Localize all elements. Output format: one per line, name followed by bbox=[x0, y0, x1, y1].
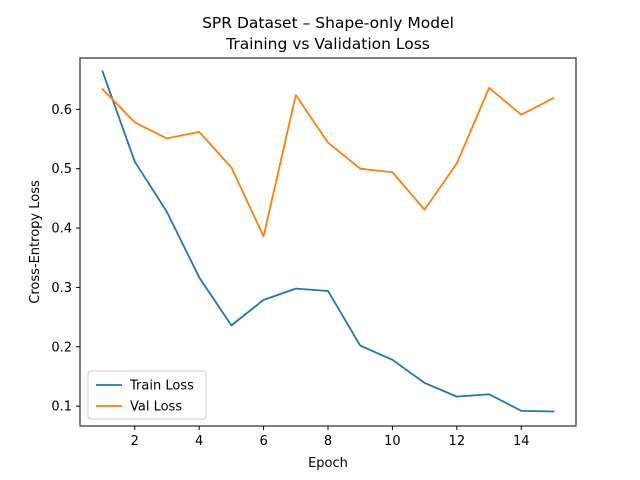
legend-label-train-loss: Train Loss bbox=[129, 379, 194, 394]
y-tick-label: 0.2 bbox=[51, 340, 72, 355]
x-tick-label: 4 bbox=[195, 434, 203, 449]
x-tick-label: 10 bbox=[384, 434, 401, 449]
x-tick-label: 14 bbox=[513, 434, 530, 449]
legend-label-val-loss: Val Loss bbox=[130, 400, 182, 415]
y-tick-label: 0.5 bbox=[51, 162, 72, 177]
y-tick-label: 0.1 bbox=[51, 400, 72, 415]
chart-title: SPR Dataset – Shape-only Model bbox=[202, 14, 454, 32]
y-tick-label: 0.4 bbox=[51, 222, 72, 237]
x-tick-label: 6 bbox=[259, 434, 267, 449]
y-tick-label: 0.6 bbox=[51, 103, 72, 118]
x-tick-label: 2 bbox=[131, 434, 139, 449]
x-tick-label: 8 bbox=[324, 434, 332, 449]
x-tick-label: 12 bbox=[449, 434, 466, 449]
axes: 2 4 6 8 10 12 14 0.1 0.2 0.3 0.4 0.5 0.6 bbox=[51, 57, 577, 449]
legend-box bbox=[87, 370, 207, 420]
x-axis-label: Epoch bbox=[308, 456, 348, 471]
series-line-val-loss bbox=[101, 87, 555, 238]
legend: Train Loss Val Loss bbox=[87, 370, 207, 420]
y-tick-label: 0.3 bbox=[51, 281, 72, 296]
chart-subtitle: Training vs Validation Loss bbox=[225, 35, 430, 53]
plot-area bbox=[101, 70, 555, 413]
series-line-train-loss bbox=[101, 70, 555, 413]
y-axis-label: Cross-Entropy Loss bbox=[28, 180, 43, 304]
